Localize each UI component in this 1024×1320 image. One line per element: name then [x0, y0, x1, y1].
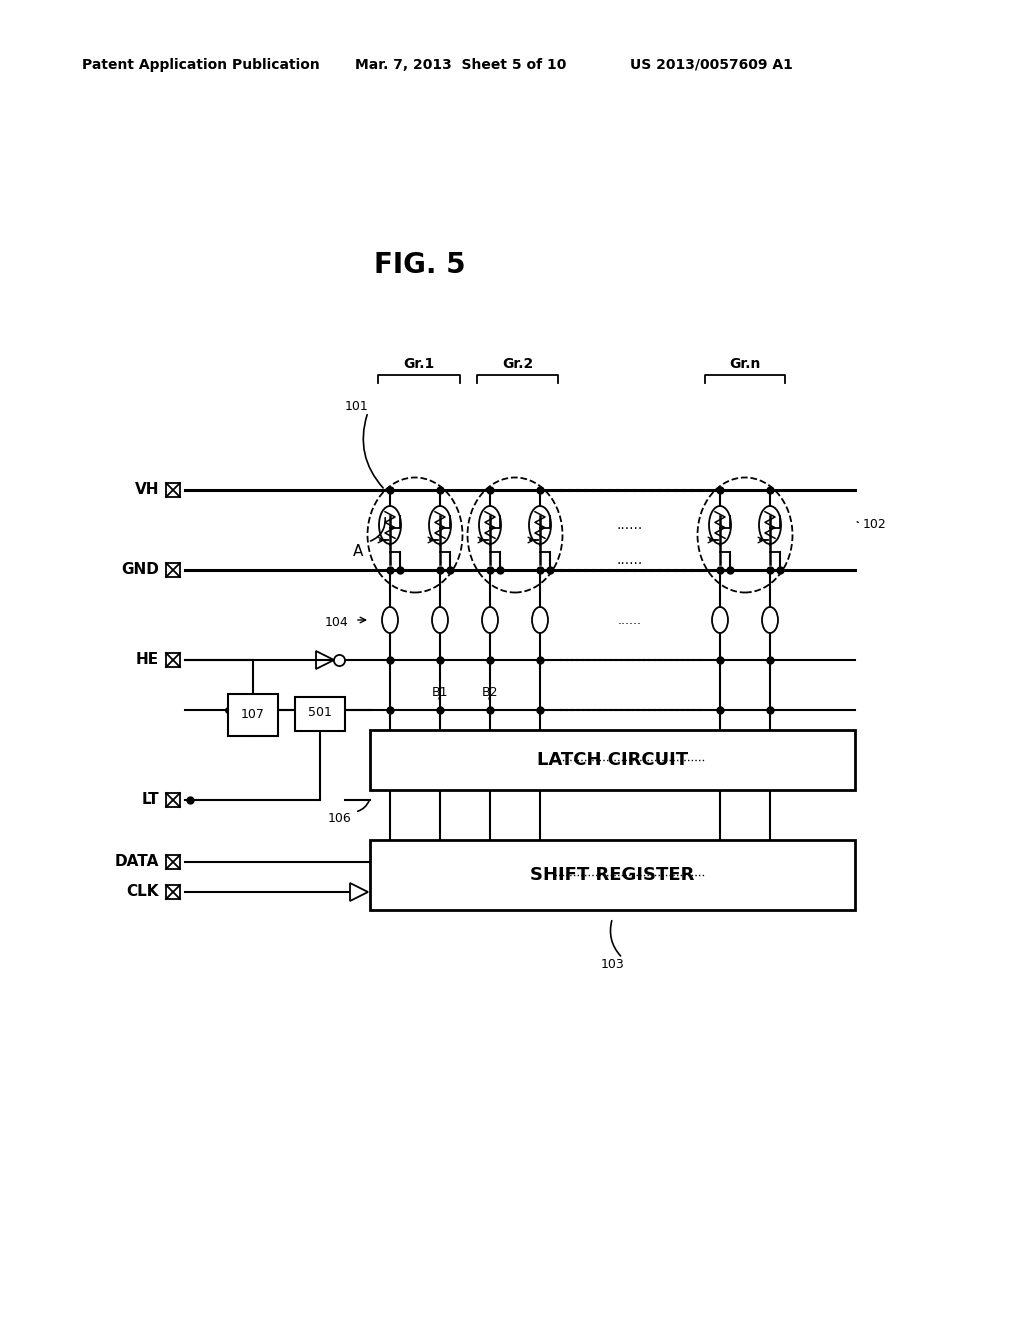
Ellipse shape — [759, 506, 781, 544]
Text: ......: ...... — [616, 517, 643, 532]
Text: LT: LT — [141, 792, 159, 808]
Polygon shape — [350, 883, 368, 902]
Bar — [166, 483, 180, 498]
Text: A: A — [353, 544, 364, 560]
Text: 106: 106 — [328, 812, 352, 825]
Bar — [166, 653, 180, 667]
Bar — [166, 884, 180, 899]
Bar — [370, 840, 855, 909]
Text: 103: 103 — [601, 958, 625, 972]
Text: GND: GND — [121, 562, 159, 578]
Ellipse shape — [379, 506, 401, 544]
Text: B1: B1 — [432, 685, 449, 698]
Ellipse shape — [529, 506, 551, 544]
Text: FIG. 5: FIG. 5 — [374, 251, 466, 279]
Bar — [295, 697, 345, 731]
Bar — [166, 855, 180, 869]
Text: VH: VH — [134, 483, 159, 498]
Text: LATCH CIRCUIT: LATCH CIRCUIT — [537, 751, 688, 770]
Text: 102: 102 — [863, 519, 887, 532]
Ellipse shape — [762, 607, 778, 634]
Text: CLK: CLK — [127, 884, 159, 899]
Ellipse shape — [429, 506, 451, 544]
Text: Gr.1: Gr.1 — [403, 356, 434, 371]
Text: HE: HE — [136, 652, 159, 668]
Bar — [228, 694, 278, 737]
Text: Gr.n: Gr.n — [729, 356, 761, 371]
Ellipse shape — [479, 506, 501, 544]
Ellipse shape — [712, 607, 728, 634]
Ellipse shape — [432, 607, 449, 634]
Text: ......: ...... — [616, 553, 643, 568]
Ellipse shape — [382, 607, 398, 634]
Text: B2: B2 — [481, 685, 499, 698]
Bar — [166, 564, 180, 577]
Text: Mar. 7, 2013  Sheet 5 of 10: Mar. 7, 2013 Sheet 5 of 10 — [355, 58, 566, 73]
Text: US 2013/0057609 A1: US 2013/0057609 A1 — [630, 58, 793, 73]
Text: Patent Application Publication: Patent Application Publication — [82, 58, 319, 73]
Text: 101: 101 — [345, 400, 369, 413]
Bar — [166, 793, 180, 807]
Text: 107: 107 — [241, 709, 265, 722]
Ellipse shape — [709, 506, 731, 544]
Text: 501: 501 — [308, 706, 332, 719]
Text: Gr.2: Gr.2 — [502, 356, 534, 371]
Text: 104: 104 — [325, 615, 348, 628]
Ellipse shape — [482, 607, 498, 634]
Ellipse shape — [532, 607, 548, 634]
Text: ......: ...... — [618, 614, 642, 627]
Text: DATA: DATA — [115, 854, 159, 870]
Bar — [370, 730, 855, 789]
Text: SHIFT REGISTER: SHIFT REGISTER — [530, 866, 694, 884]
